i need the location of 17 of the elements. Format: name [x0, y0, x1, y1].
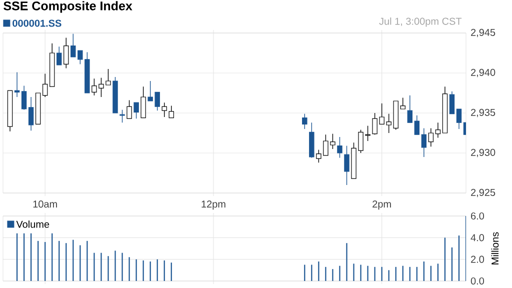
y-tick-label: 6.0: [471, 212, 484, 220]
text: Jul 1, 3:00pm CST: [379, 17, 462, 27]
y-tick-label: 2,945: [471, 28, 496, 38]
y-tick-label: 2,935: [471, 108, 496, 118]
chart-title: SSE Composite Index: [4, 1, 132, 13]
y-tick-label: 4.0: [470, 234, 484, 242]
legend-label: 000001.SS: [12, 20, 62, 27]
y-axis-title: Millions: [491, 232, 499, 264]
legend-label: Volume: [16, 220, 50, 228]
y-tick-label: 2.0: [471, 256, 484, 263]
y-tick-label: 0.0: [470, 277, 484, 285]
x-tick-label: 2pm: [372, 200, 391, 210]
x-tick-label: 10am: [33, 200, 57, 208]
y-tick-label: 2,940: [471, 68, 496, 78]
y-tick-label: 2,930: [471, 148, 496, 158]
y-tick-label: 2,925: [471, 188, 496, 198]
x-tick-label: 12pm: [202, 200, 226, 210]
